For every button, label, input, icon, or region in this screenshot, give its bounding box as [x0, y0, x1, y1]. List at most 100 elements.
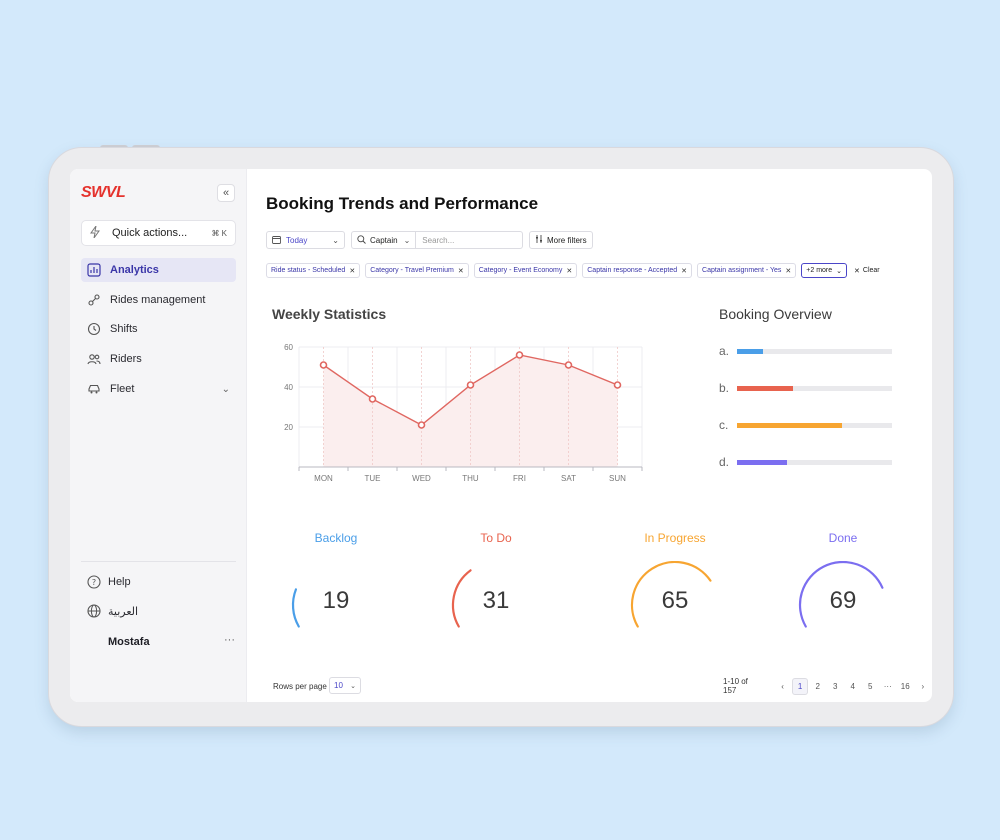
main-content: Booking Trends and Performance Today ⌄ C… [247, 169, 932, 702]
chevron-down-icon: ⌄ [836, 267, 843, 275]
rows-per-page-label: Rows per page [273, 682, 327, 691]
next-page-button[interactable]: › [921, 681, 925, 691]
page-title: Booking Trends and Performance [266, 194, 539, 213]
filter-chip-label: Captain assignment - Yes [702, 267, 782, 274]
chevron-down-icon: ⌄ [403, 235, 411, 245]
weekly-line-chart: 20 40 60 MON TUE WED THU FRI SAT SUN [284, 343, 643, 483]
data-point [319, 361, 328, 369]
page-button[interactable]: 1 [791, 677, 809, 695]
user-menu-button[interactable]: ··· [224, 634, 235, 646]
overview-bar-fill [737, 459, 787, 465]
date-select[interactable]: Today ⌄ [266, 231, 345, 249]
user-name[interactable]: Mostafa [108, 636, 150, 648]
close-icon[interactable]: ✕ [681, 267, 688, 275]
gauge-todo: 31 [446, 561, 546, 649]
prev-page-button[interactable]: ‹ [781, 681, 784, 691]
stat-label-in-progress: In Progress [644, 531, 706, 545]
filter-chip-label: Captain response - Accepted [587, 267, 678, 274]
search-icon [357, 234, 366, 246]
help-icon: ? [87, 575, 101, 589]
filter-chip-label: Category - Event Economy [478, 267, 563, 274]
pagination: 1-10 of 157 ‹ 1 2 3 4 5 ··· 16 › [723, 677, 932, 695]
overview-row: c. [719, 418, 892, 432]
help-link[interactable]: ? Help [87, 575, 131, 589]
brand-logo[interactable]: SWVL [81, 184, 126, 201]
x-tick-label: WED [412, 474, 431, 483]
analytics-icon [87, 263, 101, 277]
sidebar-item-label: Riders [110, 353, 142, 365]
close-icon[interactable]: ✕ [785, 267, 792, 275]
filter-chip[interactable]: Category - Event Economy ✕ [473, 263, 578, 278]
sidebar-item-fleet[interactable]: Fleet ⌄ [81, 377, 236, 401]
filter-chip[interactable]: Captain assignment - Yes ✕ [697, 263, 797, 278]
search-scope-select[interactable]: Captain ⌄ [352, 232, 417, 248]
chevron-down-icon[interactable]: ⌄ [221, 383, 230, 395]
x-tick-label: FRI [513, 474, 526, 483]
rows-per-page-select[interactable]: 10 ⌄ [329, 677, 361, 694]
gauge-done: 69 [793, 561, 893, 649]
sidebar-item-shifts[interactable]: Shifts [81, 317, 236, 341]
filter-chip-label: Category - Travel Premium [370, 267, 454, 274]
more-chips-button[interactable]: +2 more ⌄ [801, 263, 848, 278]
overview-bar-track [737, 422, 892, 428]
gauge-arc [451, 569, 472, 628]
close-icon[interactable]: ✕ [349, 267, 356, 275]
gauge-arc [798, 561, 884, 628]
gauge-ring [451, 569, 472, 628]
clear-filters-label: Clear [862, 267, 880, 274]
sidebar-item-rides-management[interactable]: Rides management [81, 288, 236, 312]
quick-actions-shortcut: ⌘ K [211, 228, 227, 238]
page-button[interactable]: 2 [815, 681, 820, 691]
overview-bar-fill [737, 422, 843, 428]
page-button[interactable]: 4 [850, 681, 855, 691]
gauge-value: 69 [829, 587, 857, 614]
help-label: Help [108, 576, 131, 588]
y-tick-label: 60 [284, 343, 293, 352]
double-chevron-left-icon: « [222, 187, 230, 199]
more-filters-button[interactable]: More filters [529, 231, 593, 249]
filter-chip[interactable]: Captain response - Accepted ✕ [582, 263, 693, 278]
clear-filters-button[interactable]: ✕ Clear [852, 263, 882, 278]
filter-chip[interactable]: Category - Travel Premium ✕ [365, 263, 469, 278]
search-scope-value: Captain [370, 235, 398, 245]
language-switch[interactable]: العربية [87, 604, 138, 618]
data-point [466, 381, 475, 389]
data-point [417, 421, 426, 429]
search-input[interactable]: Search... [422, 235, 455, 245]
globe-icon [87, 604, 101, 618]
stat-label-done: Done [828, 531, 858, 545]
overview-row-letter: a. [719, 344, 730, 358]
car-icon [87, 382, 101, 396]
page-button[interactable]: 3 [832, 681, 838, 691]
overview-row-letter: d. [719, 455, 730, 469]
active-filter-chips: Ride status - Scheduled ✕ Category - Trav… [266, 263, 882, 278]
pagination-range: 1-10 of 157 [723, 677, 748, 695]
collapse-sidebar-button[interactable]: « [217, 184, 235, 202]
overview-bar-track [737, 385, 892, 391]
sidebar-item-riders[interactable]: Riders [81, 347, 236, 371]
overview-bar-track [737, 459, 892, 465]
y-tick-label: 40 [284, 383, 293, 392]
quick-actions-button[interactable]: Quick actions... ⌘ K [81, 220, 236, 246]
sidebar-divider [81, 561, 236, 562]
gauge-value: 19 [322, 587, 350, 614]
page-button[interactable]: 5 [868, 681, 873, 691]
sidebar-item-analytics[interactable]: Analytics [81, 258, 236, 282]
close-icon[interactable]: ✕ [457, 267, 464, 275]
close-icon[interactable]: ✕ [566, 267, 573, 275]
rides-icon [87, 293, 101, 307]
y-tick-label: 20 [284, 423, 293, 432]
data-point [515, 351, 524, 359]
chevron-down-icon: ⌄ [350, 682, 356, 690]
language-label: العربية [108, 605, 139, 618]
calendar-icon [272, 235, 281, 246]
clock-icon [87, 322, 101, 336]
gauge-backlog: 19 [286, 561, 386, 649]
gauge-ring [630, 561, 712, 628]
page-button[interactable]: 16 [900, 681, 910, 691]
quick-actions-label: Quick actions... [112, 227, 188, 239]
filter-chip[interactable]: Ride status - Scheduled ✕ [266, 263, 361, 278]
overview-row: a. [719, 344, 892, 358]
gauge-ring [291, 588, 300, 628]
gauge-arc [291, 588, 300, 628]
